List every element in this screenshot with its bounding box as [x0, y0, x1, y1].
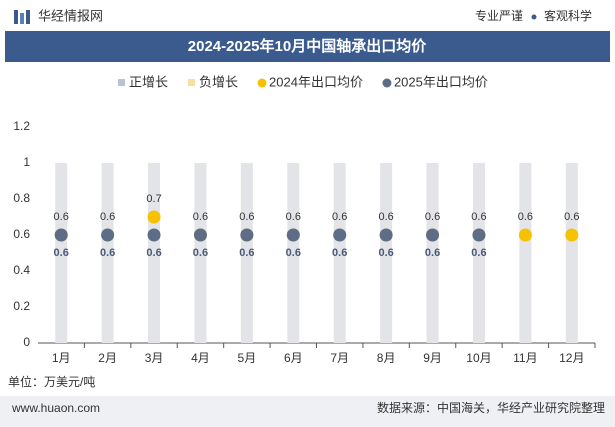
x-tick-label: 6月 [284, 351, 303, 365]
data-label: 0.6 [425, 247, 440, 259]
data-label: 0.6 [193, 211, 208, 223]
data-label: 0.6 [518, 211, 533, 223]
dot [565, 228, 579, 242]
unit: 单位：万美元/吨 [8, 374, 95, 389]
x-tick-label: 4月 [191, 351, 210, 365]
dot [193, 228, 207, 242]
legend-label: 正增长 [129, 74, 168, 89]
dot [379, 228, 393, 242]
dot [147, 210, 161, 224]
bar [287, 163, 300, 343]
x-tick-label: 2月 [98, 351, 117, 365]
x-tick-label: 1月 [52, 351, 71, 365]
bar [333, 163, 346, 343]
brand: 华经情报网 [38, 8, 103, 23]
data-label: 0.6 [378, 211, 393, 223]
legend-label: 2025年出口均价 [394, 74, 488, 89]
dot [101, 228, 115, 242]
x-tick-label: 5月 [238, 351, 257, 365]
dot [240, 228, 254, 242]
data-label: 0.6 [332, 247, 347, 259]
data-label: 0.7 [146, 193, 161, 205]
y-tick-label: 0.8 [13, 191, 30, 205]
legend-marker [382, 78, 392, 88]
data-label: 0.6 [425, 211, 440, 223]
bar [472, 163, 485, 343]
bar [519, 163, 532, 343]
website: www.huaon.com [11, 401, 100, 415]
data-label: 0.6 [564, 211, 579, 223]
x-tick-label: 8月 [377, 351, 396, 365]
title-bar [5, 31, 610, 62]
bar [101, 163, 114, 343]
dot [147, 228, 161, 242]
source: 数据来源：中国海关，华经产业研究院整理 [377, 400, 605, 415]
x-tick-label: 11月 [513, 351, 537, 365]
legend-marker [118, 79, 125, 86]
x-tick-label: 10月 [466, 351, 491, 365]
legend-marker [188, 79, 196, 86]
data-label: 0.6 [54, 211, 69, 223]
data-label: 0.6 [471, 211, 486, 223]
data-label: 0.6 [100, 247, 115, 259]
data-label: 0.6 [378, 247, 393, 259]
slogan: 专业严谨 [475, 8, 523, 23]
x-tick-label: 7月 [330, 351, 349, 365]
bar [194, 163, 207, 343]
data-label: 0.6 [54, 247, 69, 259]
bar [426, 163, 439, 343]
dot [54, 228, 68, 242]
legend-marker [257, 78, 267, 88]
data-label: 0.6 [471, 247, 486, 259]
logo [14, 10, 30, 24]
y-tick-label: 1 [23, 155, 30, 169]
data-label: 0.6 [100, 211, 115, 223]
footer-bar [0, 396, 615, 427]
x-tick-label: 3月 [145, 351, 164, 365]
data-label: 0.6 [332, 211, 347, 223]
bar [148, 163, 161, 343]
data-label: 0.6 [286, 247, 301, 259]
dot [286, 228, 300, 242]
data-label: 0.6 [146, 247, 161, 259]
data-label: 0.6 [239, 211, 254, 223]
y-tick-label: 0.6 [13, 227, 30, 241]
bar [240, 163, 253, 343]
dot [333, 228, 347, 242]
bar [55, 163, 68, 343]
legend-label: 2024年出口均价 [269, 74, 363, 89]
data-label: 0.6 [193, 247, 208, 259]
bar [380, 163, 393, 343]
dot [518, 228, 532, 242]
y-tick-label: 0.2 [13, 299, 30, 313]
data-label: 0.6 [286, 211, 301, 223]
x-tick-label: 9月 [423, 351, 442, 365]
slogan: 客观科学 [544, 8, 592, 23]
legend: 正增长 负增长 2024年出口均价 2025年出口均价 [118, 74, 488, 89]
data-label: 0.6 [239, 247, 254, 259]
y-tick-label: 0.4 [13, 263, 30, 277]
y-tick-label: 0 [23, 335, 30, 349]
chart-title: 2024-2025年10月中国轴承出口均价 [188, 37, 427, 55]
legend-label: 负增长 [199, 74, 238, 89]
dot [472, 228, 486, 242]
slogan-dot [531, 14, 537, 20]
x-tick-label: 12月 [559, 351, 584, 365]
y-tick-label: 1.2 [13, 119, 30, 133]
bar [565, 163, 578, 343]
dot [426, 228, 440, 242]
